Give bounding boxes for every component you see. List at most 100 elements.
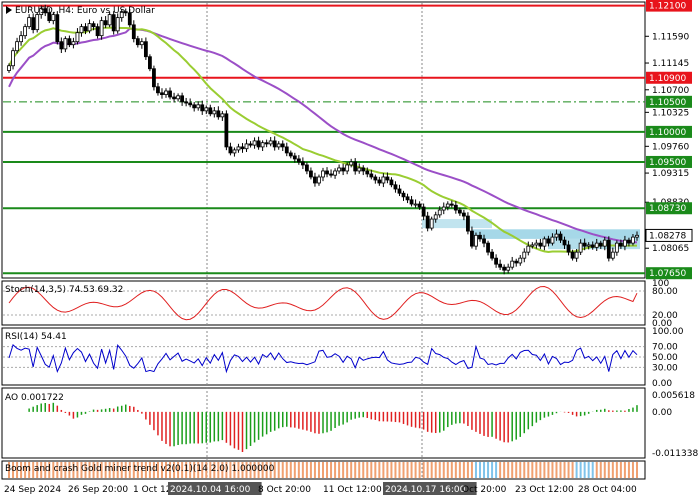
candle bbox=[27, 17, 32, 28]
candle bbox=[11, 50, 15, 67]
candle bbox=[119, 11, 124, 19]
candle bbox=[490, 251, 494, 259]
time-label: 1 Oct 12 bbox=[133, 485, 171, 495]
level-tag-text: 1.09500 bbox=[649, 158, 686, 168]
support-zone-lower bbox=[548, 238, 640, 250]
candle bbox=[31, 17, 36, 31]
candle bbox=[514, 260, 519, 264]
time-label: 2024.10.17 16:00 bbox=[385, 485, 466, 495]
candle bbox=[502, 266, 507, 271]
candle bbox=[598, 242, 603, 247]
candle bbox=[188, 102, 193, 106]
candle bbox=[474, 234, 478, 247]
candle bbox=[123, 11, 128, 14]
time-label: 2024.10.04 16:00 bbox=[170, 485, 251, 495]
candle bbox=[131, 24, 136, 40]
rsi-tick-label: 50.00 bbox=[652, 353, 678, 363]
candle bbox=[87, 23, 92, 32]
candle bbox=[510, 260, 515, 268]
level-tag-text: 1.10500 bbox=[649, 98, 686, 108]
candle bbox=[494, 257, 498, 265]
candle bbox=[325, 170, 329, 175]
candle bbox=[594, 242, 599, 248]
rsi-levels bbox=[3, 346, 644, 368]
candle bbox=[478, 234, 482, 240]
ao-tick-label: 0.005618 bbox=[652, 391, 695, 401]
candle bbox=[127, 12, 132, 26]
price-tick-label: 1.10325 bbox=[652, 108, 689, 118]
price-tick-label: 1.09760 bbox=[652, 142, 689, 152]
candle bbox=[518, 257, 523, 264]
rsi-line bbox=[8, 343, 638, 374]
candle bbox=[506, 266, 511, 271]
ao-histogram bbox=[28, 402, 638, 452]
candle bbox=[296, 158, 301, 163]
level-tag-text: 1.10900 bbox=[649, 74, 686, 84]
candle bbox=[107, 14, 112, 26]
candle bbox=[79, 26, 84, 34]
candle bbox=[63, 38, 68, 50]
candle bbox=[361, 167, 366, 172]
candle bbox=[300, 161, 305, 166]
ao-tick-label: 0.00 bbox=[652, 408, 672, 418]
candle bbox=[389, 179, 394, 186]
candle bbox=[99, 20, 104, 37]
rsi-label: RSI(14) 54.41 bbox=[5, 332, 67, 342]
candle bbox=[441, 206, 446, 211]
price-tick-label: 1.11590 bbox=[652, 32, 689, 42]
price-levels[interactable] bbox=[3, 4, 645, 275]
stoch-levels bbox=[3, 290, 644, 316]
candle bbox=[554, 233, 559, 238]
rsi-tick-label: 100.00 bbox=[652, 327, 684, 337]
level-tag-1-10500 bbox=[646, 95, 692, 108]
candle bbox=[83, 26, 88, 32]
candle bbox=[526, 245, 531, 253]
candle bbox=[272, 140, 277, 148]
current-price-tag bbox=[645, 228, 693, 242]
stoch-tick-label: 0.00 bbox=[652, 319, 672, 329]
candle bbox=[43, 8, 48, 14]
price-tick-label: 1.08065 bbox=[652, 244, 689, 254]
stoch-tick-label: 20.00 bbox=[652, 311, 678, 321]
candle bbox=[260, 142, 265, 148]
trend-strip-label: Boom and crash Gold miner trend v2(0.1)(… bbox=[5, 464, 275, 474]
candle bbox=[618, 242, 623, 247]
candle bbox=[264, 142, 269, 145]
candle bbox=[550, 236, 555, 244]
ao-tick-label: -0.011338 bbox=[652, 449, 698, 459]
candle bbox=[216, 110, 221, 118]
time-label: 23 Oct 12:00 bbox=[515, 485, 574, 495]
candle bbox=[453, 204, 458, 211]
price-axis: 1.11590 1.11145 1.10700 1.10325 1.09760 1.093… bbox=[645, 32, 689, 254]
price-tick-label: 1.10700 bbox=[652, 86, 689, 96]
candle bbox=[631, 236, 635, 244]
candle bbox=[466, 215, 470, 232]
time-label: 26 Sep 20:00 bbox=[68, 485, 128, 495]
time-label: 28 Oct 04:00 bbox=[578, 485, 637, 495]
candle bbox=[627, 239, 631, 244]
candle bbox=[329, 173, 333, 176]
candle bbox=[401, 192, 406, 198]
chart-title: EURUSD, H4: Euro vs US Dollar bbox=[15, 6, 155, 16]
candle bbox=[168, 90, 172, 98]
candle bbox=[268, 140, 273, 145]
candle bbox=[457, 209, 462, 214]
stoch-tick-label: 100 bbox=[652, 279, 669, 289]
candle bbox=[385, 176, 390, 181]
rsi-tick-label: 70.00 bbox=[652, 343, 678, 353]
time-label: 11 Oct 12:00 bbox=[323, 485, 382, 495]
candle bbox=[256, 140, 261, 148]
candle bbox=[542, 238, 547, 247]
candle bbox=[23, 26, 28, 37]
level-price-tags: 1.12100 1.10900 1.10500 1.10000 1.09500 1.087… bbox=[645, 0, 693, 280]
current-price-text: 1.08278 bbox=[649, 231, 686, 241]
level-tag-text: 1.12100 bbox=[649, 2, 686, 12]
ao-axis: 0.005618 0.00 -0.011338 bbox=[652, 391, 698, 459]
candle bbox=[152, 68, 156, 88]
candle bbox=[482, 238, 486, 244]
candle bbox=[309, 170, 313, 178]
candle bbox=[345, 164, 350, 172]
chart-header: EURUSD, H4: Euro vs US Dollar bbox=[6, 6, 155, 16]
